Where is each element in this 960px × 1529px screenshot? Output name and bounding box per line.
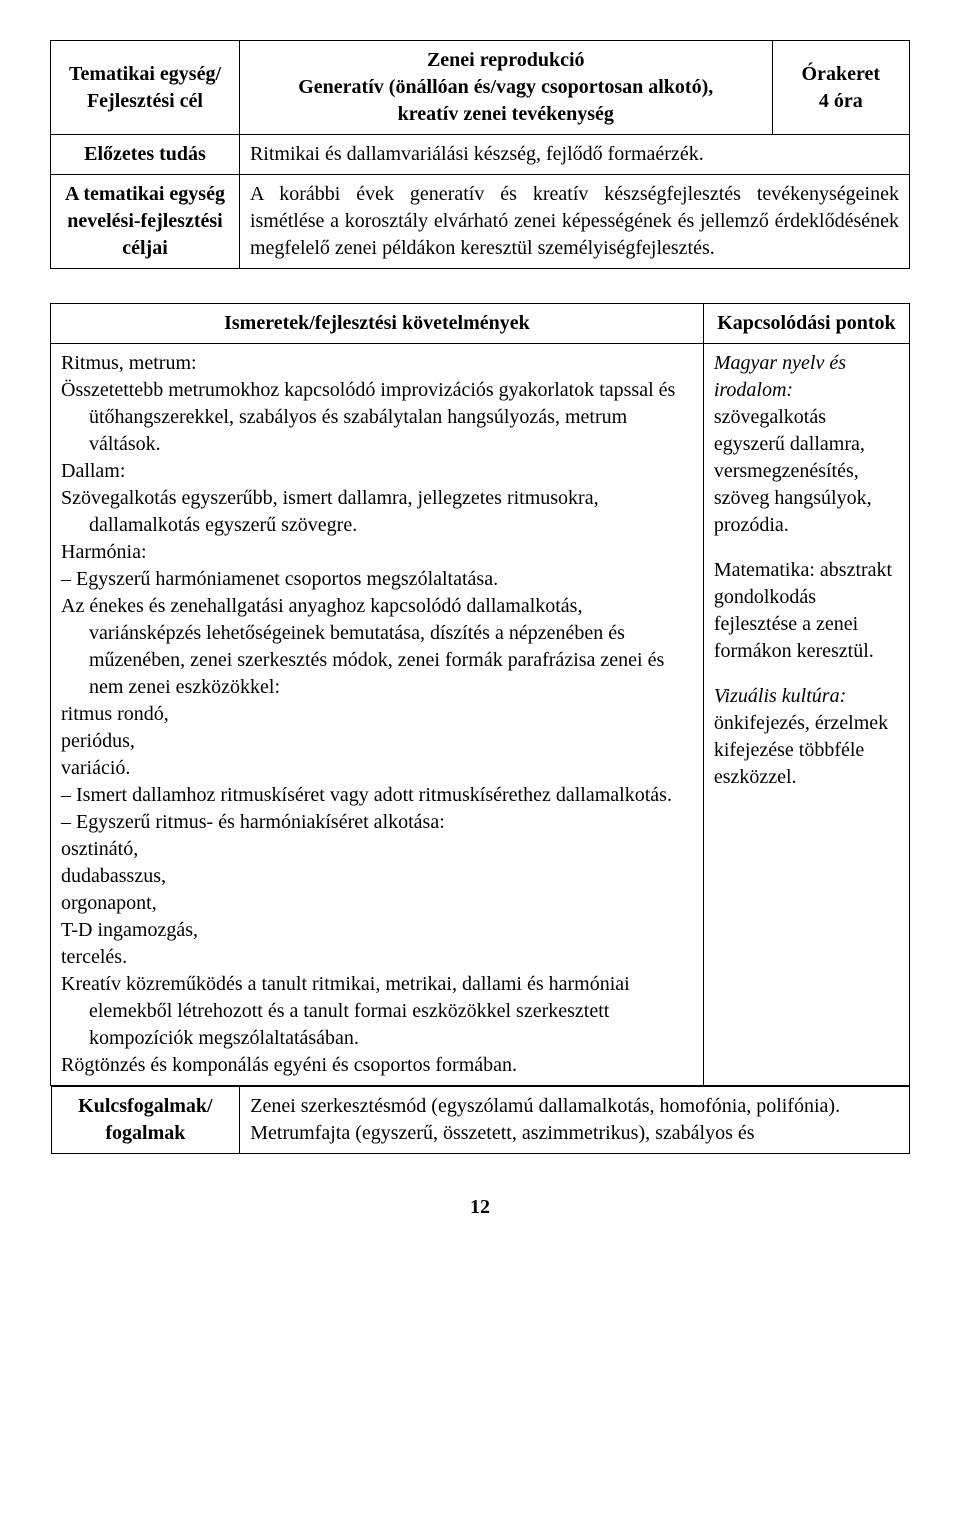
- t2-l-p3: Dallam:: [61, 458, 693, 485]
- t2-r-b3: Vizuális kultúra: önkifejezés, érzelmek …: [714, 683, 899, 791]
- t2-r3c2: Zenei szerkesztésmód (egyszólamú dallama…: [240, 1087, 909, 1154]
- t2-r-b3-it: Vizuális kultúra:: [714, 685, 846, 707]
- t1-r1c2: Zenei reprodukció Generatív (önállóan és…: [239, 41, 772, 135]
- t2-l-p1: Ritmus, metrum:: [61, 350, 693, 377]
- t2-l-p2: Összetettebb metrumokhoz kapcsolódó impr…: [61, 377, 693, 458]
- t2-right-cell: Magyar nyelv és irodalom: szövegalkotás …: [703, 344, 909, 1086]
- t2-l-p13: osztinátó,: [61, 836, 693, 863]
- table-header: Tematikai egység/ Fejlesztési cél Zenei …: [50, 40, 910, 269]
- t2-r3c1: Kulcsfogalmak/ fogalmak: [51, 1087, 240, 1154]
- t1-r2c2: Ritmikai és dallamvariálási készség, fej…: [239, 135, 909, 175]
- t2-r-b1-tx: szövegalkotás egyszerű dallamra, versmeg…: [714, 406, 872, 536]
- t2-l-p8: ritmus rondó,: [61, 701, 693, 728]
- t2-r-b1-it: Magyar nyelv és irodalom:: [714, 352, 846, 401]
- t2-l-p6: – Egyszerű harmóniamenet csoportos megsz…: [61, 566, 693, 593]
- t2-l-p11: – Ismert dallamhoz ritmuskíséret vagy ad…: [61, 782, 693, 809]
- t2-l-p7: Az énekes és zenehallgatási anyaghoz kap…: [61, 593, 693, 701]
- t2-l-p16: T-D ingamozgás,: [61, 917, 693, 944]
- t1-r2c1: Előzetes tudás: [51, 135, 240, 175]
- t1-r1c3: Órakeret 4 óra: [772, 41, 909, 135]
- t2-l-p10: variáció.: [61, 755, 693, 782]
- t2-l-p19: Rögtönzés és komponálás egyéni és csopor…: [61, 1052, 693, 1079]
- t2-r-b2: Matematika: absztrakt gondolkodás fejles…: [714, 557, 899, 665]
- t2-h1: Ismeretek/fejlesztési követelmények: [51, 304, 704, 344]
- t2-r-b3-tx: önkifejezés, érzelmek kifejezése többfél…: [714, 712, 888, 788]
- t2-h2: Kapcsolódási pontok: [703, 304, 909, 344]
- t1-r3c2: A korábbi évek generatív és kreatív kész…: [239, 175, 909, 269]
- t1-r1c1: Tematikai egység/ Fejlesztési cél: [51, 41, 240, 135]
- t2-l-p14: dudabasszus,: [61, 863, 693, 890]
- t2-r-b1: Magyar nyelv és irodalom: szövegalkotás …: [714, 350, 899, 539]
- t2-l-p15: orgonapont,: [61, 890, 693, 917]
- t2-l-p9: periódus,: [61, 728, 693, 755]
- t1-r1c2-l2: Generatív (önállóan és/vagy csoportosan …: [250, 74, 762, 101]
- page-number: 12: [50, 1194, 910, 1221]
- t1-r1c2-l3: kreatív zenei tevékenység: [250, 101, 762, 128]
- t2-l-p18: Kreatív közreműködés a tanult ritmikai, …: [61, 971, 693, 1052]
- table-content: Ismeretek/fejlesztési követelmények Kapc…: [50, 303, 910, 1154]
- t2-l-p5: Harmónia:: [61, 539, 693, 566]
- t2-l-p12: – Egyszerű ritmus- és harmóniakíséret al…: [61, 809, 693, 836]
- t2-left-cell: Ritmus, metrum: Összetettebb metrumokhoz…: [51, 344, 704, 1086]
- t2-l-p17: tercelés.: [61, 944, 693, 971]
- t1-r1c2-l1: Zenei reprodukció: [250, 47, 762, 74]
- t1-r3c1: A tematikai egység nevelési-fejlesztési …: [51, 175, 240, 269]
- t2-l-p4: Szövegalkotás egyszerűbb, ismert dallamr…: [61, 485, 693, 539]
